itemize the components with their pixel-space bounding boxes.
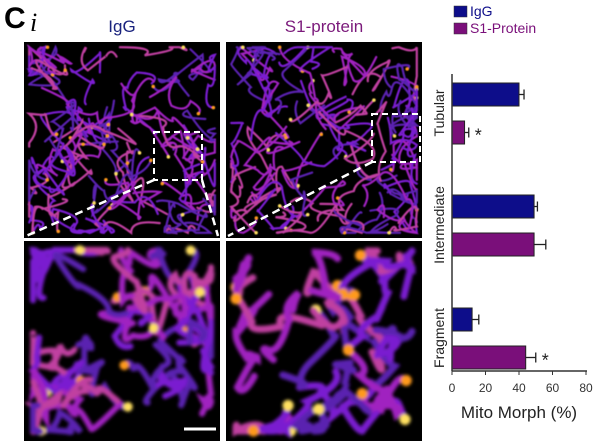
micrograph-igg-overview xyxy=(24,42,220,238)
bar-tubular-1 xyxy=(451,120,466,145)
micrograph-s1-overview xyxy=(226,42,422,238)
x-tick-label: 40 xyxy=(512,381,526,395)
zoom-region-box xyxy=(153,131,203,181)
column-title-s1: S1-protein xyxy=(284,17,364,36)
bar-fragment-1 xyxy=(451,345,527,370)
mitochondria-network xyxy=(230,247,416,440)
category-label-fragment: Fragment xyxy=(431,308,447,368)
zoom-region-box xyxy=(371,113,421,163)
mito-morph-bar-chart: IgG S1-Protein Tubular Intermediate Fragme… xyxy=(431,3,593,422)
x-axis-label: Mito Morph (%) xyxy=(461,403,577,422)
bar-fragment-0 xyxy=(451,307,473,332)
mitochondria-network xyxy=(25,44,218,236)
legend-label-s1: S1-Protein xyxy=(470,20,536,36)
mitochondria-network xyxy=(24,245,215,436)
category-label-tubular: Tubular xyxy=(431,89,447,136)
zoom-connector-lines xyxy=(25,178,220,238)
significance-mark: * xyxy=(542,351,549,371)
bar-intermediate-1 xyxy=(451,232,535,257)
legend-label-igg: IgG xyxy=(470,3,493,19)
x-tick-label: 80 xyxy=(579,381,593,395)
zoom-connector-lines xyxy=(227,160,373,238)
legend-swatch-s1 xyxy=(453,22,468,35)
column-title-igg: IgG xyxy=(108,17,136,36)
mitochondria-network xyxy=(229,45,420,235)
category-label-intermediate: Intermediate xyxy=(431,186,447,264)
x-tick-label: 20 xyxy=(479,381,493,395)
panel-sublabel: i xyxy=(30,8,38,37)
x-tick-label: 0 xyxy=(449,381,456,395)
panel-letter: C xyxy=(4,2,26,35)
micrograph-s1-zoom xyxy=(226,241,422,441)
x-tick-label: 60 xyxy=(546,381,560,395)
bar-tubular-0 xyxy=(451,82,520,107)
legend-swatch-igg xyxy=(453,5,468,18)
bar-intermediate-0 xyxy=(451,194,535,219)
significance-mark: * xyxy=(475,126,482,146)
micrograph-igg-zoom xyxy=(24,241,220,441)
